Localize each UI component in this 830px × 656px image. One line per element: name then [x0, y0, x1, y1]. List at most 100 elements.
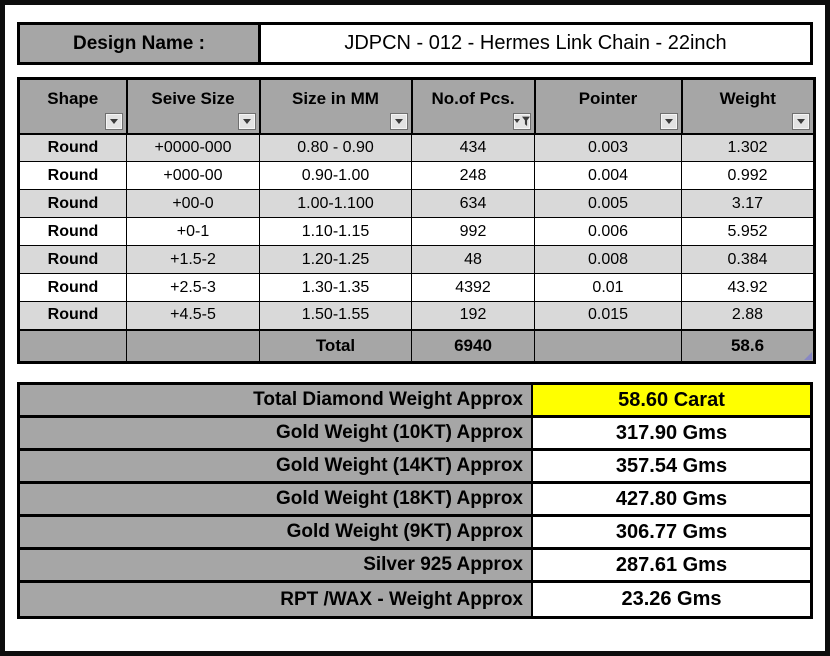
cell-seive-size: +4.5-5	[126, 301, 260, 330]
summary-row: Total Diamond Weight Approx 58.60 Carat	[20, 385, 810, 418]
cell-seive-size: +2.5-3	[126, 273, 260, 302]
total-diamond-weight-value: 58.60 Carat	[533, 385, 810, 415]
total-row: Total 6940 58.6	[18, 328, 815, 363]
total-pcs: 6940	[411, 328, 535, 363]
cell-seive-size: +0-1	[126, 217, 260, 246]
gold-weight-18kt-value: 427.80 Gms	[533, 484, 810, 514]
total-label: Total	[259, 328, 412, 363]
chevron-down-icon	[513, 119, 520, 123]
cell-weight: 0.384	[681, 245, 815, 274]
gold-weight-10kt-value: 317.90 Gms	[533, 418, 810, 448]
table-row: Round +0000-000 0.80 - 0.90 434 0.003 1.…	[18, 133, 815, 162]
gold-weight-9kt-value: 306.77 Gms	[533, 517, 810, 547]
cell-pointer: 0.005	[534, 189, 682, 218]
column-header-seive-size: Seive Size	[125, 77, 261, 135]
cell-pointer: 0.015	[534, 301, 682, 330]
cell-pcs: 992	[411, 217, 535, 246]
cell-seive-size: +00-0	[126, 189, 260, 218]
cell-pointer: 0.01	[534, 273, 682, 302]
cell-shape: Round	[18, 273, 127, 302]
column-header-label: Weight	[719, 89, 776, 109]
total-weight-value: 58.6	[730, 335, 765, 355]
cell-pointer: 0.006	[534, 217, 682, 246]
summary-row: RPT /WAX - Weight Approx 23.26 Gms	[20, 583, 810, 616]
column-header-label: Shape	[47, 89, 99, 109]
cell-size-mm: 1.30-1.35	[259, 273, 412, 302]
cell-shape: Round	[18, 161, 127, 190]
cell-size-mm: 1.10-1.15	[259, 217, 412, 246]
cell-seive-size: +0000-000	[126, 133, 260, 162]
cell-shape: Round	[18, 217, 127, 246]
table-row: Round +4.5-5 1.50-1.55 192 0.015 2.88	[18, 301, 815, 330]
empty-cell	[18, 328, 127, 363]
summary-label: Gold Weight (10KT) Approx	[20, 418, 533, 448]
cell-seive-size: +1.5-2	[126, 245, 260, 274]
cell-pcs: 192	[411, 301, 535, 330]
summary-row: Gold Weight (10KT) Approx 317.90 Gms	[20, 418, 810, 451]
table-row: Round +1.5-2 1.20-1.25 48 0.008 0.384	[18, 245, 815, 274]
cell-weight: 5.952	[681, 217, 815, 246]
cell-pcs: 4392	[411, 273, 535, 302]
summary-table: Total Diamond Weight Approx 58.60 Carat …	[17, 382, 813, 619]
rpt-wax-weight-value: 23.26 Gms	[533, 583, 810, 616]
cell-size-mm: 1.50-1.55	[259, 301, 412, 330]
cell-size-mm: 1.20-1.25	[259, 245, 412, 274]
filter-dropdown-weight[interactable]	[792, 112, 810, 130]
summary-label: Gold Weight (18KT) Approx	[20, 484, 533, 514]
column-header-label: Seive Size	[151, 89, 235, 109]
silver-925-value: 287.61 Gms	[533, 550, 810, 580]
cell-pointer: 0.003	[534, 133, 682, 162]
filter-dropdown-seive-size[interactable]	[237, 112, 256, 130]
cell-corner-marker	[804, 352, 812, 360]
cell-seive-size: +000-00	[126, 161, 260, 190]
column-header-label: No.of Pcs.	[431, 89, 515, 109]
cell-size-mm: 0.80 - 0.90	[259, 133, 412, 162]
cell-shape: Round	[18, 301, 127, 330]
total-weight: 58.6	[681, 328, 815, 363]
table-row: Round +0-1 1.10-1.15 992 0.006 5.952	[18, 217, 815, 246]
column-header-size-in-mm: Size in MM	[258, 77, 413, 135]
column-header-label: Size in MM	[292, 89, 379, 109]
cell-weight: 2.88	[681, 301, 815, 330]
chevron-down-icon	[797, 118, 805, 124]
gold-weight-14kt-value: 357.54 Gms	[533, 451, 810, 481]
filter-applied-icon	[521, 116, 530, 126]
cell-shape: Round	[18, 133, 127, 162]
summary-label: RPT /WAX - Weight Approx	[20, 583, 533, 616]
cell-shape: Round	[18, 245, 127, 274]
empty-cell	[126, 328, 260, 363]
filter-dropdown-shape[interactable]	[104, 112, 123, 130]
column-header-weight: Weight	[680, 77, 816, 135]
cell-pcs: 48	[411, 245, 535, 274]
column-header-label: Pointer	[578, 89, 638, 109]
summary-row: Silver 925 Approx 287.61 Gms	[20, 550, 810, 583]
summary-row: Gold Weight (18KT) Approx 427.80 Gms	[20, 484, 810, 517]
cell-weight: 0.992	[681, 161, 815, 190]
summary-row: Gold Weight (9KT) Approx 306.77 Gms	[20, 517, 810, 550]
column-header-shape: Shape	[17, 77, 128, 135]
filter-dropdown-no-of-pcs[interactable]	[512, 112, 531, 130]
cell-weight: 1.302	[681, 133, 815, 162]
cell-pcs: 248	[411, 161, 535, 190]
empty-cell	[534, 328, 682, 363]
cell-shape: Round	[18, 189, 127, 218]
column-header-no-of-pcs: No.of Pcs.	[410, 77, 536, 135]
chevron-down-icon	[664, 118, 673, 124]
column-header-pointer: Pointer	[533, 77, 683, 135]
design-name-bar: Design Name : JDPCN - 012 - Hermes Link …	[17, 22, 813, 65]
table-row: Round +000-00 0.90-1.00 248 0.004 0.992	[18, 161, 815, 190]
summary-label: Silver 925 Approx	[20, 550, 533, 580]
table-row: Round +00-0 1.00-1.100 634 0.005 3.17	[18, 189, 815, 218]
cell-weight: 3.17	[681, 189, 815, 218]
summary-label: Total Diamond Weight Approx	[20, 385, 533, 415]
filter-dropdown-pointer[interactable]	[659, 112, 678, 130]
cell-pointer: 0.008	[534, 245, 682, 274]
table-row: Round +2.5-3 1.30-1.35 4392 0.01 43.92	[18, 273, 815, 302]
design-name-value: JDPCN - 012 - Hermes Link Chain - 22inch	[261, 25, 810, 62]
cell-size-mm: 1.00-1.100	[259, 189, 412, 218]
header-row: Shape Seive Size Size in MM No.of Pcs.	[17, 77, 816, 135]
summary-label: Gold Weight (9KT) Approx	[20, 517, 533, 547]
chevron-down-icon	[242, 118, 251, 124]
filter-dropdown-size-in-mm[interactable]	[389, 112, 408, 130]
